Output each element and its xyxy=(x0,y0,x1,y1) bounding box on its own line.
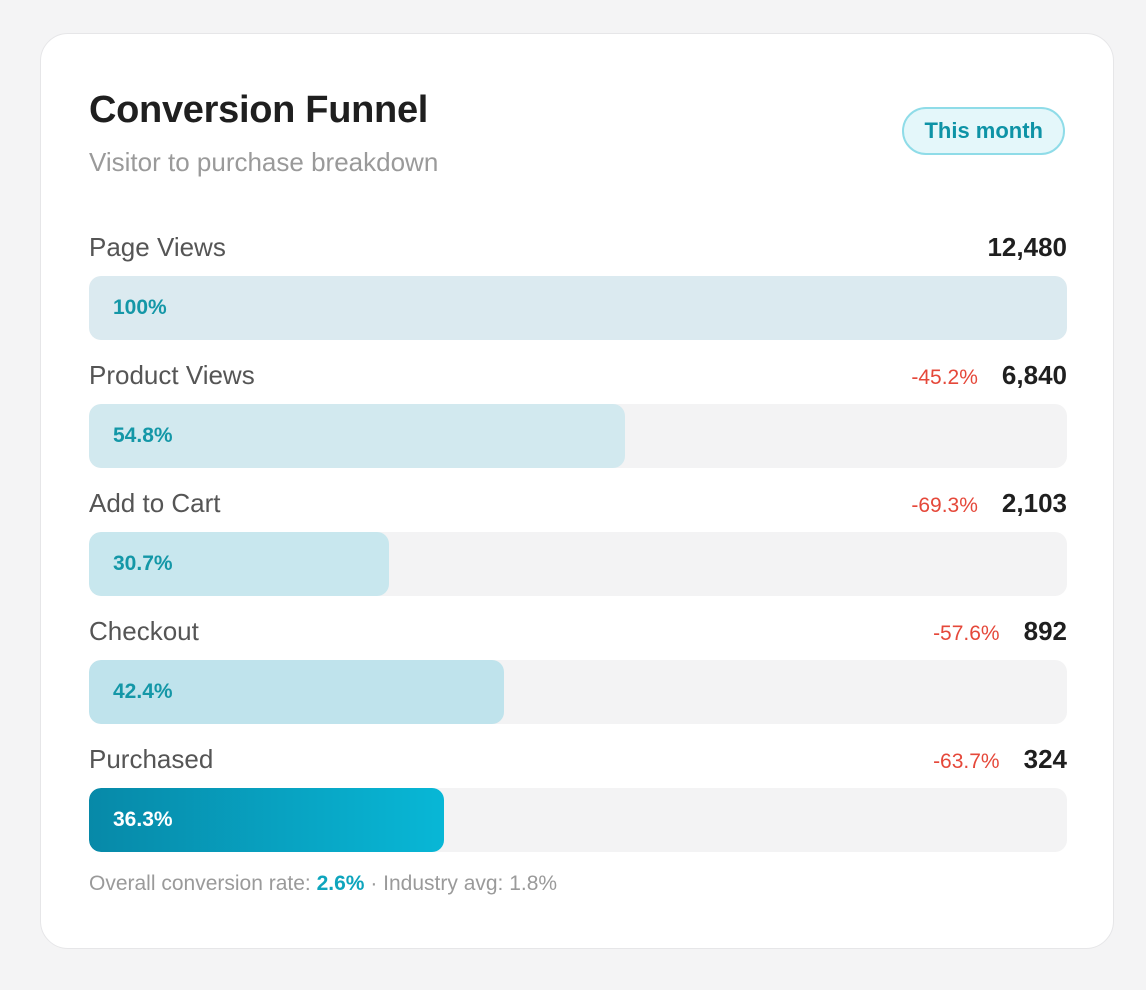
overall-rate-label: Overall conversion rate: xyxy=(89,872,317,895)
period-selector-button[interactable]: This month xyxy=(902,107,1065,155)
stage-count: 12,480 xyxy=(987,232,1067,262)
stage-label: Checkout xyxy=(89,616,199,646)
stage-change: -63.7% xyxy=(933,750,1000,773)
stage-change: -69.3% xyxy=(911,494,978,517)
funnel-stage: Product Views -45.2% 6,840 54.8% xyxy=(89,360,1067,478)
stage-bar xyxy=(89,532,389,596)
funnel-card: Conversion Funnel Visitor to purchase br… xyxy=(40,33,1114,949)
stage-stats: 12,480 xyxy=(987,232,1067,263)
stage-count: 6,840 xyxy=(1001,360,1067,390)
stage-bar xyxy=(89,276,1067,340)
stage-percent-label: 30.7% xyxy=(113,552,173,575)
stage-count: 324 xyxy=(1023,744,1067,774)
stage-bar xyxy=(89,404,625,468)
stage-stats: -57.6% 892 xyxy=(933,616,1067,647)
stage-stats: -45.2% 6,840 xyxy=(911,360,1067,391)
card-subtitle: Visitor to purchase breakdown xyxy=(89,147,439,177)
stage-label: Add to Cart xyxy=(89,488,221,518)
stage-stats: -69.3% 2,103 xyxy=(911,488,1067,519)
stage-label: Page Views xyxy=(89,232,226,262)
industry-average: Industry avg: 1.8% xyxy=(383,872,558,895)
stage-bar-track: 36.3% xyxy=(89,788,1067,852)
stage-bar xyxy=(89,788,444,852)
stage-label: Purchased xyxy=(89,744,214,774)
funnel-stage: Page Views 12,480 100% xyxy=(89,232,1067,350)
stage-bar-track: 100% xyxy=(89,276,1067,340)
stage-label: Product Views xyxy=(89,360,255,390)
funnel-stage: Checkout -57.6% 892 42.4% xyxy=(89,616,1067,734)
stage-bar-track: 54.8% xyxy=(89,404,1067,468)
funnel-stage: Purchased -63.7% 324 36.3% xyxy=(89,744,1067,862)
stage-bar xyxy=(89,660,504,724)
conversion-summary: Overall conversion rate: 2.6% · Industry… xyxy=(89,872,557,896)
stage-percent-label: 42.4% xyxy=(113,680,173,703)
overall-rate-value: 2.6% xyxy=(316,872,365,895)
funnel-stage: Add to Cart -69.3% 2,103 30.7% xyxy=(89,488,1067,606)
stage-count: 2,103 xyxy=(1001,488,1067,518)
stage-change: -57.6% xyxy=(933,622,1000,645)
footer-separator: · xyxy=(364,872,384,895)
stage-stats: -63.7% 324 xyxy=(933,744,1067,775)
stage-percent-label: 100% xyxy=(113,296,167,319)
stage-bar-track: 30.7% xyxy=(89,532,1067,596)
stage-percent-label: 54.8% xyxy=(113,424,173,447)
stage-count: 892 xyxy=(1023,616,1067,646)
stage-bar-track: 42.4% xyxy=(89,660,1067,724)
stage-percent-label: 36.3% xyxy=(113,808,173,831)
card-title: Conversion Funnel xyxy=(89,89,429,131)
stage-change: -45.2% xyxy=(911,366,978,389)
